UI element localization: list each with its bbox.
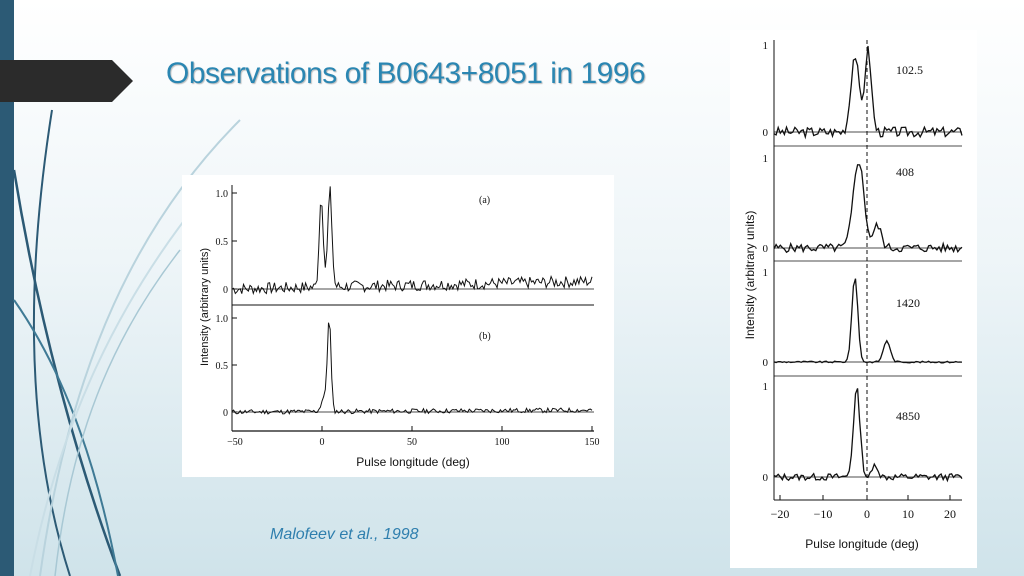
tick-top-4: 1 (763, 381, 769, 393)
pulse-trace-102-5 (773, 45, 963, 140)
tick-bottom-3: 0 (763, 357, 769, 369)
x-tick-right-m20: −20 (771, 507, 790, 521)
pulse-trace-4850 (773, 388, 963, 483)
tick-bottom-1: 0 (763, 127, 769, 139)
x-tick-left-100: 100 (495, 437, 510, 448)
panel-label-102-5: 102.5 (896, 63, 923, 77)
x-axis-label-left: Pulse longitude (deg) (356, 455, 469, 469)
left-accent-bar (0, 0, 14, 576)
y-axis-label-right: Intensity (arbitrary units) (743, 211, 757, 340)
pulse-trace-b (231, 322, 593, 415)
slide-title: Observations of B0643+8051 in 1996 (166, 57, 646, 90)
y-axis-label-left: Intensity (arbitrary units) (199, 248, 211, 366)
tick-top-2: 1 (763, 153, 769, 165)
y-tick-b-zero: 0 (223, 408, 228, 419)
tick-bottom-2: 0 (763, 243, 769, 255)
y-tick-a-mid: 0.5 (216, 237, 229, 248)
pulse-profile-plot-left: 1.0 0.5 0 1.0 0.5 0 (a) (b) −50 0 50 100… (199, 185, 600, 469)
pulse-trace-a (231, 186, 593, 296)
y-tick-a-top: 1.0 (216, 189, 229, 200)
x-tick-right-0: 0 (864, 507, 870, 521)
panel-b-label: (b) (479, 331, 491, 342)
panel-label-4850: 4850 (896, 409, 920, 423)
tick-bottom-4: 0 (763, 472, 769, 484)
pulse-trace-408 (773, 164, 963, 254)
decorative-curves (12, 109, 241, 576)
title-arrow-tab (0, 60, 133, 102)
pulse-profile-plot-right: 1 0 1 0 1 0 1 0 102.5 408 1420 4850 −20 … (743, 40, 963, 551)
y-tick-b-mid: 0.5 (216, 361, 229, 372)
x-tick-left-m50: −50 (227, 437, 243, 448)
pulse-profile-figure-left: 1.0 0.5 0 1.0 0.5 0 (a) (b) −50 0 50 100… (182, 175, 614, 477)
x-tick-left-50: 50 (407, 437, 417, 448)
y-tick-a-zero: 0 (223, 285, 228, 296)
pulse-profile-figure-right: 1 0 1 0 1 0 1 0 102.5 408 1420 4850 −20 … (730, 30, 977, 568)
x-tick-right-10: 10 (902, 507, 914, 521)
panel-label-408: 408 (896, 165, 914, 179)
x-tick-left-150: 150 (585, 437, 600, 448)
pulse-trace-1420 (773, 278, 963, 364)
x-tick-right-m10: −10 (814, 507, 833, 521)
x-tick-left-0: 0 (320, 437, 325, 448)
citation: Malofeev et al., 1998 (270, 526, 419, 543)
x-tick-right-20: 20 (944, 507, 956, 521)
panel-a-label: (a) (479, 195, 490, 206)
tick-top-1: 1 (763, 40, 769, 52)
y-tick-b-top: 1.0 (216, 314, 229, 325)
panel-label-1420: 1420 (896, 296, 920, 310)
tick-top-3: 1 (763, 267, 769, 279)
x-axis-label-right: Pulse longitude (deg) (805, 537, 918, 551)
